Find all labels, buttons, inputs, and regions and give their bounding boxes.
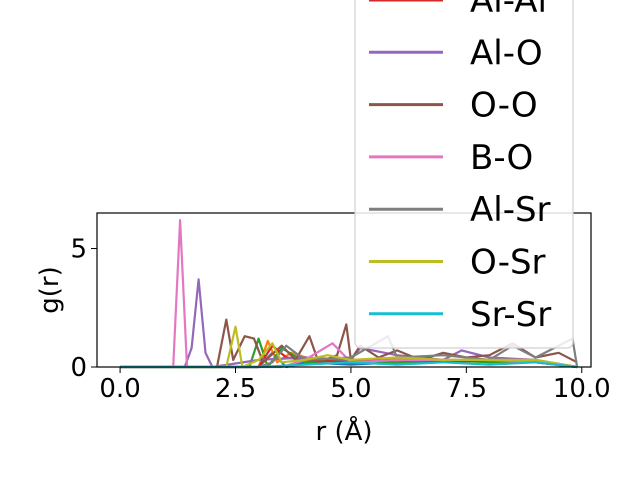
x-tick-label: 0.0 — [99, 374, 140, 404]
legend-label-sr-sr: Sr-Sr — [470, 295, 551, 335]
series-line-sr-sr — [120, 361, 578, 369]
x-tick-label: 5.0 — [330, 374, 371, 404]
series-line-o-o — [120, 318, 578, 369]
plot-area-frame — [96, 212, 592, 368]
x-axis-label: r (Å) — [315, 415, 372, 447]
y-axis-ticks: 05 — [70, 235, 97, 383]
x-tick-label: 10.0 — [553, 374, 611, 404]
legend-label-o-sr: O-Sr — [470, 243, 546, 283]
series-line-o-sr — [120, 325, 578, 369]
y-axis-label: g(r) — [35, 266, 65, 313]
legend-label-al-o: Al-O — [470, 33, 543, 73]
legend-label-b-o: B-O — [470, 138, 533, 178]
legend-label-al-sr: Al-Sr — [470, 190, 551, 230]
y-tick-label: 0 — [70, 353, 87, 383]
legend: Al-Al Al-O O-O B-O Al-Sr O-Sr Sr-Sr — [354, 0, 574, 349]
x-tick-label: 2.5 — [215, 374, 256, 404]
x-axis-ticks: 0.0 2.5 5.0 7.5 10.0 — [99, 367, 611, 404]
y-tick-label: 5 — [70, 235, 87, 265]
x-tick-label: 7.5 — [446, 374, 487, 404]
legend-label-o-o: O-O — [470, 86, 538, 126]
legend-label-al-al: Al-Al — [470, 0, 547, 21]
